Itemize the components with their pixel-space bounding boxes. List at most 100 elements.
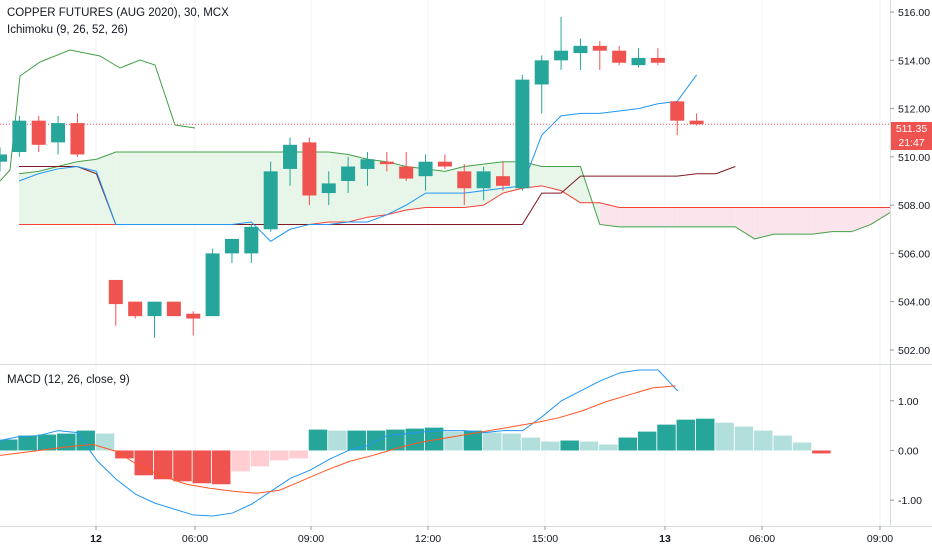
macd-tick-label: 0.00: [898, 445, 919, 457]
cloud-segment: [96, 152, 116, 225]
macd-histogram-bar: [754, 430, 773, 451]
macd-tick-label: -1.00: [898, 495, 922, 507]
macd-histogram-bar: [192, 450, 212, 484]
macd-histogram-bar: [599, 444, 618, 451]
candle-body: [360, 159, 375, 169]
candles: [0, 16, 704, 338]
macd-histogram-bar: [153, 450, 173, 480]
ichimoku-conversion-line: [18, 74, 698, 242]
macd-legend[interactable]: MACD (12, 26, close, 9): [7, 374, 130, 386]
cloud-segment: [154, 152, 174, 225]
cloud-segment: [38, 166, 58, 225]
cloud-segment: [212, 152, 232, 225]
time-tick-label: 15:00: [532, 533, 558, 545]
macd-histogram-bar: [637, 431, 657, 451]
cloud-segment: [832, 207, 852, 232]
macd-histogram-bar: [792, 442, 812, 451]
candle-body: [399, 166, 414, 179]
candle-body: [263, 171, 278, 230]
cloud-segment: [870, 207, 891, 225]
candle-body: [534, 60, 549, 85]
candle-body: [224, 238, 239, 254]
candle-body: [418, 161, 433, 177]
macd-histogram-bar: [695, 418, 715, 451]
macd-histogram-bar: [424, 427, 444, 451]
time-tick-label: 09:00: [298, 533, 324, 545]
candle-body: [108, 279, 123, 305]
cloud-segment: [425, 168, 445, 208]
cloud-segment: [812, 207, 833, 235]
candle-body: [341, 166, 356, 181]
candle-body: [302, 142, 317, 196]
time-tick-label: 12:00: [415, 533, 441, 545]
cloud-segment: [599, 202, 620, 227]
macd-histogram-bar: [444, 431, 463, 451]
macd-histogram-bar: [560, 440, 579, 451]
price-tick-label: 510.00: [898, 152, 930, 164]
cloud-segment: [677, 207, 697, 227]
last-price-label: 511.35: [891, 122, 932, 136]
cloud-segment: [193, 152, 213, 225]
price-tick-label: 504.00: [898, 297, 930, 309]
price-tick-label: 516.00: [898, 7, 930, 19]
time-tick-label: 12: [90, 533, 102, 545]
macd-histogram-bar: [463, 430, 483, 451]
cloud-segment: [715, 207, 736, 227]
cloud-segment: [735, 207, 755, 239]
candle-body: [457, 171, 472, 189]
candle-body: [166, 301, 181, 317]
cloud-segment: [57, 161, 78, 225]
macd-histogram-bar: [812, 450, 831, 454]
macd-tick-label: 1.00: [898, 396, 919, 408]
candle-body: [70, 123, 85, 155]
candle-body: [670, 101, 685, 121]
macd-line: [0, 369, 678, 517]
cloud-segment: [135, 152, 155, 225]
candle-body: [186, 313, 201, 319]
macd-histogram-bar: [115, 450, 134, 459]
macd-histogram-bar: [734, 426, 754, 451]
chart-title: COPPER FUTURES (AUG 2020), 30, MCX: [7, 7, 229, 19]
cloud-segment: [77, 159, 97, 225]
candle-body: [515, 79, 530, 189]
candle-body: [554, 50, 569, 61]
candle-body: [147, 301, 162, 317]
price-tick-label: 506.00: [898, 248, 930, 260]
bar-countdown-label: 21:47: [891, 136, 932, 150]
candle-body: [244, 226, 259, 254]
candle-body: [573, 45, 588, 54]
macd-signal-line: [0, 385, 676, 494]
candle-body: [631, 57, 646, 66]
cloud-segment: [657, 207, 678, 227]
cloud-segment: [541, 166, 562, 191]
cloud-segment: [367, 159, 387, 218]
cloud-segment: [231, 152, 252, 225]
price-tick-label: 508.00: [898, 200, 930, 212]
macd-histogram-bar: [502, 433, 521, 451]
macd-histogram-bar: [618, 437, 638, 451]
cloud-segment: [851, 207, 871, 232]
time-tick-label: 06:00: [749, 533, 775, 545]
candle-body: [592, 45, 607, 51]
macd-histogram-bar: [134, 450, 154, 476]
macd-histogram-bar: [541, 441, 560, 451]
macd-histogram-bar: [347, 430, 366, 451]
ichimoku-legend[interactable]: Ichimoku (9, 26, 52, 26): [7, 24, 128, 36]
ichimoku-lagging-span: [0, 49, 196, 182]
candle-body: [437, 161, 452, 167]
candle-body: [379, 161, 394, 165]
macd-histogram-bar: [521, 437, 541, 451]
candle-body: [205, 253, 220, 317]
macd-histogram-bar: [676, 419, 696, 451]
time-tick-label: 13: [659, 533, 671, 545]
candle-body: [12, 120, 27, 153]
macd-histogram-bar: [76, 430, 95, 451]
candle-body: [476, 171, 491, 189]
time-tick-label: 06:00: [182, 533, 208, 545]
candle-body: [0, 154, 7, 162]
candle-body: [496, 176, 510, 186]
macd-histogram-bar: [715, 422, 734, 451]
candle-body: [51, 123, 66, 143]
